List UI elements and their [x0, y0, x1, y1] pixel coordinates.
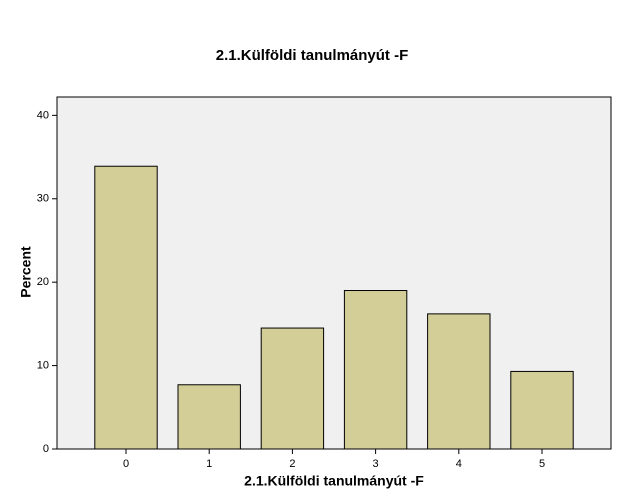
x-tick-label: 1 — [206, 458, 212, 470]
bar — [260, 327, 325, 450]
bar — [177, 384, 241, 450]
chart-title: 2.1.Külföldi tanulmányút -F — [216, 47, 409, 64]
bar — [94, 165, 158, 450]
x-tick-label: 2 — [289, 458, 295, 470]
y-tick-label: 0 — [43, 443, 49, 455]
x-tick-label: 3 — [373, 458, 379, 470]
y-tick-label: 20 — [37, 276, 49, 288]
y-tick-label: 40 — [37, 109, 49, 121]
x-tick-label: 4 — [456, 458, 462, 470]
y-axis-title: Percent — [18, 246, 34, 298]
bar — [343, 290, 408, 450]
x-axis-title: 2.1.Külföldi tanulmányút -F — [244, 473, 424, 489]
x-tick-label: 0 — [123, 458, 129, 470]
bar — [427, 313, 491, 450]
y-tick-label: 10 — [37, 359, 49, 371]
y-tick-label: 30 — [37, 193, 49, 205]
bar — [510, 370, 574, 450]
x-tick-label: 5 — [539, 458, 545, 470]
